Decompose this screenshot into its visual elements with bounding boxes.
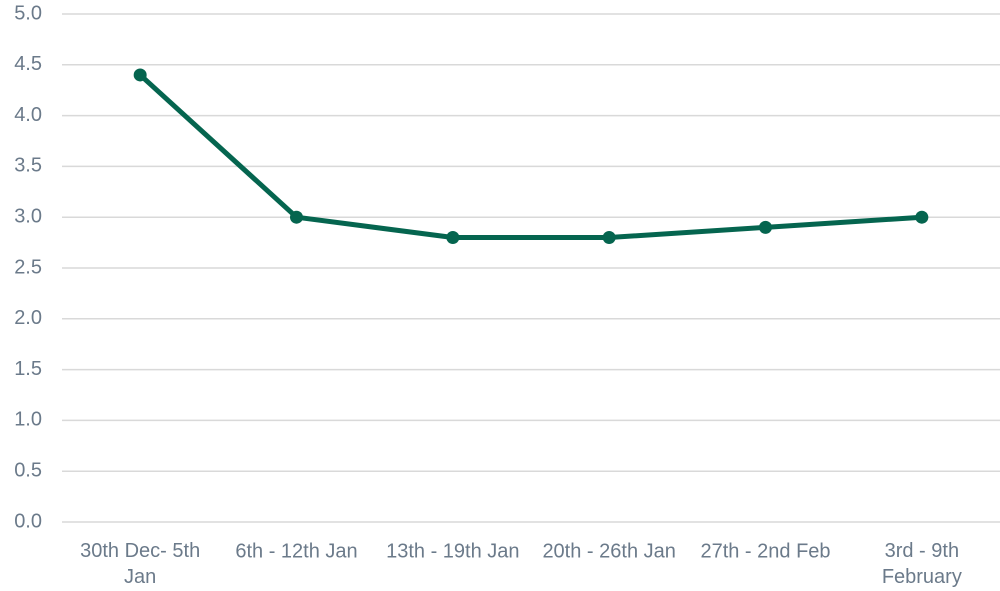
y-tick-label: 0.5 — [14, 459, 42, 481]
y-tick-label: 0.0 — [14, 510, 42, 532]
y-tick-label: 3.0 — [14, 205, 42, 227]
y-tick-label: 2.0 — [14, 307, 42, 329]
y-tick-label: 3.5 — [14, 155, 42, 177]
y-tick-label: 4.5 — [14, 53, 42, 75]
data-point — [759, 220, 772, 234]
data-point — [446, 231, 460, 245]
data-point — [602, 231, 616, 245]
data-point — [915, 210, 929, 224]
y-tick-label: 4.0 — [14, 104, 42, 126]
x-tick-label: 20th - 26th Jan — [542, 540, 675, 562]
x-tick-label: 13th - 19th Jan — [386, 540, 519, 562]
x-tick-label-line: February — [882, 566, 962, 588]
x-tick-label: 27th - 2nd Feb — [700, 540, 830, 562]
y-tick-label: 5.0 — [14, 2, 42, 24]
y-tick-label: 2.5 — [14, 256, 42, 278]
x-tick-label: 6th - 12th Jan — [235, 540, 357, 562]
data-point — [290, 210, 303, 224]
y-tick-label: 1.5 — [14, 358, 42, 380]
data-line — [138, 73, 922, 241]
x-tick-label: 3rd - 9th February — [882, 540, 962, 588]
data-point — [133, 68, 147, 82]
x-tick-label: 30th Dec- 5th Jan — [80, 540, 200, 588]
x-tick-label-line: 3rd - 9th — [885, 540, 959, 562]
x-tick-label-line: 30th Dec- 5th — [80, 540, 200, 562]
y-tick-label: 1.0 — [14, 409, 42, 431]
x-tick-label-line: Jan — [124, 566, 156, 588]
